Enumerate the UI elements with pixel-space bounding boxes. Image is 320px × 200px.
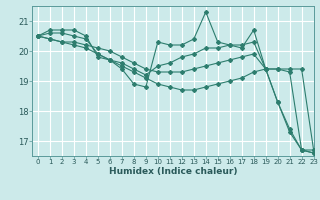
X-axis label: Humidex (Indice chaleur): Humidex (Indice chaleur): [108, 167, 237, 176]
